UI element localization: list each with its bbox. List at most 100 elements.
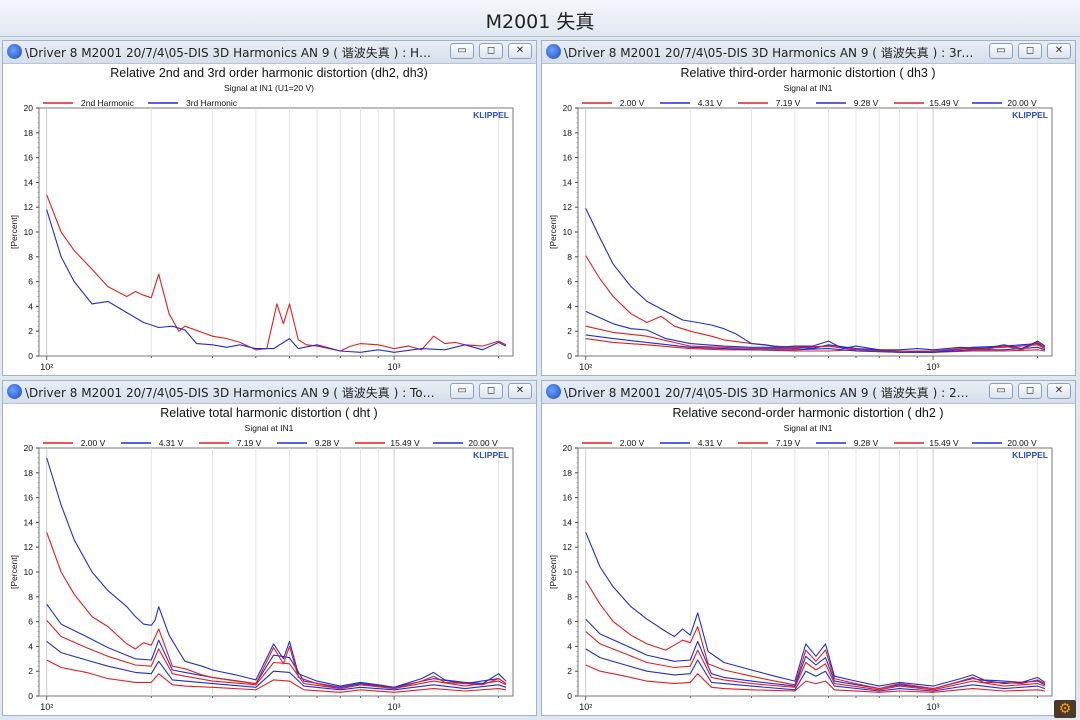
chart-subtitle: Signal at IN1 bbox=[245, 423, 294, 433]
maximize-button[interactable]: ◻ bbox=[1018, 43, 1042, 59]
close-button[interactable]: ✕ bbox=[1047, 383, 1071, 399]
close-button[interactable]: ✕ bbox=[1047, 43, 1071, 59]
legend-label: 7.19 V bbox=[237, 438, 262, 448]
legend-label: 9.28 V bbox=[854, 98, 879, 108]
y-tick-label: 14 bbox=[563, 177, 573, 187]
legend-label: 2.00 V bbox=[81, 438, 106, 448]
legend-label: 15.49 V bbox=[390, 438, 420, 448]
app-title: M2001 失真 bbox=[485, 11, 595, 33]
chart-window-2nd-harmonic[interactable]: \Driver 8 M2001 20/7/4\05-DIS 3D Harmoni… bbox=[541, 380, 1076, 716]
y-tick-label: 2 bbox=[567, 666, 572, 676]
y-tick-label: 20 bbox=[563, 103, 573, 113]
plot-area bbox=[577, 107, 1053, 357]
y-tick-label: 0 bbox=[567, 351, 572, 361]
chart-harmonics-dh2-dh3: Relative 2nd and 3rd order harmonic dist… bbox=[9, 66, 514, 372]
chart-subtitle: Signal at IN1 (U1=20 V) bbox=[224, 83, 314, 93]
window-title-bar[interactable]: \Driver 8 M2001 20/7/4\05-DIS 3D Harmoni… bbox=[3, 381, 536, 404]
window-title-bar[interactable]: \Driver 8 M2001 20/7/4\05-DIS 3D Harmoni… bbox=[542, 41, 1075, 64]
close-button[interactable]: ✕ bbox=[508, 43, 532, 59]
klippel-app-icon bbox=[7, 384, 22, 399]
y-tick-label: 2 bbox=[28, 666, 33, 676]
maximize-button[interactable]: ◻ bbox=[479, 383, 503, 399]
series-line-3rd-harmonic bbox=[46, 209, 507, 353]
window-title-bar[interactable]: \Driver 8 M2001 20/7/4\05-DIS 3D Harmoni… bbox=[542, 381, 1075, 404]
chart-window-total-harmonic[interactable]: \Driver 8 M2001 20/7/4\05-DIS 3D Harmoni… bbox=[2, 380, 537, 716]
klippel-brand: KLIPPEL bbox=[473, 450, 509, 460]
app-title-bar: M2001 失真 bbox=[0, 0, 1080, 37]
legend-label: 7.19 V bbox=[776, 98, 801, 108]
y-tick-label: 2 bbox=[28, 326, 33, 336]
series-line-9-28-v bbox=[585, 310, 1046, 353]
y-tick-label: 4 bbox=[567, 301, 572, 311]
legend-label: 7.19 V bbox=[776, 438, 801, 448]
y-tick-label: 10 bbox=[24, 227, 34, 237]
series-line-2nd-harmonic bbox=[46, 194, 507, 352]
chart-window-3rd-harmonic[interactable]: \Driver 8 M2001 20/7/4\05-DIS 3D Harmoni… bbox=[541, 40, 1076, 376]
minimize-button[interactable]: ▭ bbox=[450, 43, 474, 59]
y-tick-label: 6 bbox=[567, 277, 572, 287]
klippel-app-icon bbox=[546, 384, 561, 399]
window-title-bar[interactable]: \Driver 8 M2001 20/7/4\05-DIS 3D Harmoni… bbox=[3, 41, 536, 64]
y-tick-label: 10 bbox=[563, 567, 573, 577]
legend-label: 9.28 V bbox=[854, 438, 879, 448]
minimize-button[interactable]: ▭ bbox=[989, 383, 1013, 399]
klippel-brand: KLIPPEL bbox=[1012, 450, 1048, 460]
x-tick-label: 10³ bbox=[388, 702, 401, 712]
plot-area bbox=[577, 447, 1053, 697]
chart-window-harmonics[interactable]: \Driver 8 M2001 20/7/4\05-DIS 3D Harmoni… bbox=[2, 40, 537, 376]
series-line-2-00-v bbox=[585, 664, 1046, 693]
y-tick-label: 4 bbox=[28, 301, 33, 311]
y-tick-label: 8 bbox=[567, 252, 572, 262]
y-tick-label: 10 bbox=[24, 567, 34, 577]
series-line-20-00-v bbox=[46, 457, 507, 688]
series-line-4-31-v bbox=[585, 648, 1046, 692]
chart-dh3: Relative third-order harmonic distortion… bbox=[548, 66, 1053, 372]
y-tick-label: 20 bbox=[24, 443, 34, 453]
y-tick-label: 14 bbox=[563, 517, 573, 527]
y-tick-label: 4 bbox=[28, 641, 33, 651]
legend-label: 3rd Harmonic bbox=[186, 98, 238, 108]
series-line-2-00-v bbox=[585, 338, 1046, 353]
x-tick-label: 10³ bbox=[388, 362, 401, 372]
settings-gear-icon[interactable]: ⚙ bbox=[1054, 700, 1076, 718]
close-button[interactable]: ✕ bbox=[508, 383, 532, 399]
y-tick-label: 14 bbox=[24, 177, 34, 187]
y-tick-label: 18 bbox=[563, 128, 573, 138]
legend-label: 20.00 V bbox=[1007, 98, 1037, 108]
window-title: \Driver 8 M2001 20/7/4\05-DIS 3D Harmoni… bbox=[25, 46, 435, 60]
y-tick-label: 0 bbox=[567, 691, 572, 701]
plot-area bbox=[38, 107, 514, 357]
window-title: \Driver 8 M2001 20/7/4\05-DIS 3D Harmoni… bbox=[25, 386, 435, 400]
y-axis-label: [Percent] bbox=[548, 215, 558, 249]
legend-label: 4.31 V bbox=[698, 98, 723, 108]
legend-label: 4.31 V bbox=[698, 438, 723, 448]
window-title: \Driver 8 M2001 20/7/4\05-DIS 3D Harmoni… bbox=[564, 46, 974, 60]
x-tick-label: 10³ bbox=[927, 362, 940, 372]
x-tick-label: 10² bbox=[40, 702, 53, 712]
y-tick-label: 16 bbox=[563, 493, 573, 503]
y-tick-label: 8 bbox=[28, 252, 33, 262]
y-tick-label: 8 bbox=[567, 592, 572, 602]
y-tick-label: 10 bbox=[563, 227, 573, 237]
series-line-2-00-v bbox=[46, 659, 507, 693]
x-tick-label: 10² bbox=[579, 362, 592, 372]
klippel-brand: KLIPPEL bbox=[1012, 110, 1048, 120]
y-tick-label: 12 bbox=[563, 542, 573, 552]
y-tick-label: 12 bbox=[24, 542, 34, 552]
y-tick-label: 16 bbox=[563, 153, 573, 163]
legend-label: 2nd Harmonic bbox=[81, 98, 135, 108]
minimize-button[interactable]: ▭ bbox=[989, 43, 1013, 59]
chart-title: Relative third-order harmonic distortion… bbox=[681, 66, 936, 80]
x-tick-label: 10³ bbox=[927, 702, 940, 712]
chart-dh2: Relative second-order harmonic distortio… bbox=[548, 406, 1053, 712]
minimize-button[interactable]: ▭ bbox=[450, 383, 474, 399]
y-tick-label: 18 bbox=[24, 468, 34, 478]
y-tick-label: 4 bbox=[567, 641, 572, 651]
maximize-button[interactable]: ◻ bbox=[1018, 383, 1042, 399]
y-tick-label: 18 bbox=[24, 128, 34, 138]
legend-label: 9.28 V bbox=[315, 438, 340, 448]
legend-label: 2.00 V bbox=[620, 438, 645, 448]
maximize-button[interactable]: ◻ bbox=[479, 43, 503, 59]
y-tick-label: 8 bbox=[28, 592, 33, 602]
y-tick-label: 16 bbox=[24, 493, 34, 503]
